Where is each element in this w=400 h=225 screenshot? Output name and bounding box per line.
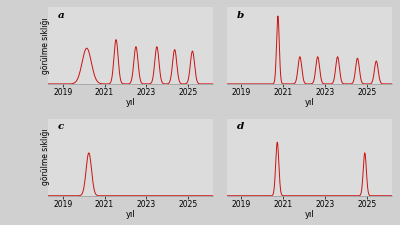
- Y-axis label: görülme sıklığı: görülme sıklığı: [41, 129, 50, 185]
- Text: c: c: [58, 122, 64, 131]
- Text: b: b: [236, 11, 244, 20]
- Y-axis label: görülme sıklığı: görülme sıklığı: [41, 17, 50, 74]
- X-axis label: yıl: yıl: [126, 210, 136, 219]
- Text: a: a: [58, 11, 65, 20]
- X-axis label: yıl: yıl: [126, 99, 136, 108]
- X-axis label: yıl: yıl: [304, 99, 314, 108]
- Text: d: d: [236, 122, 244, 131]
- X-axis label: yıl: yıl: [304, 210, 314, 219]
